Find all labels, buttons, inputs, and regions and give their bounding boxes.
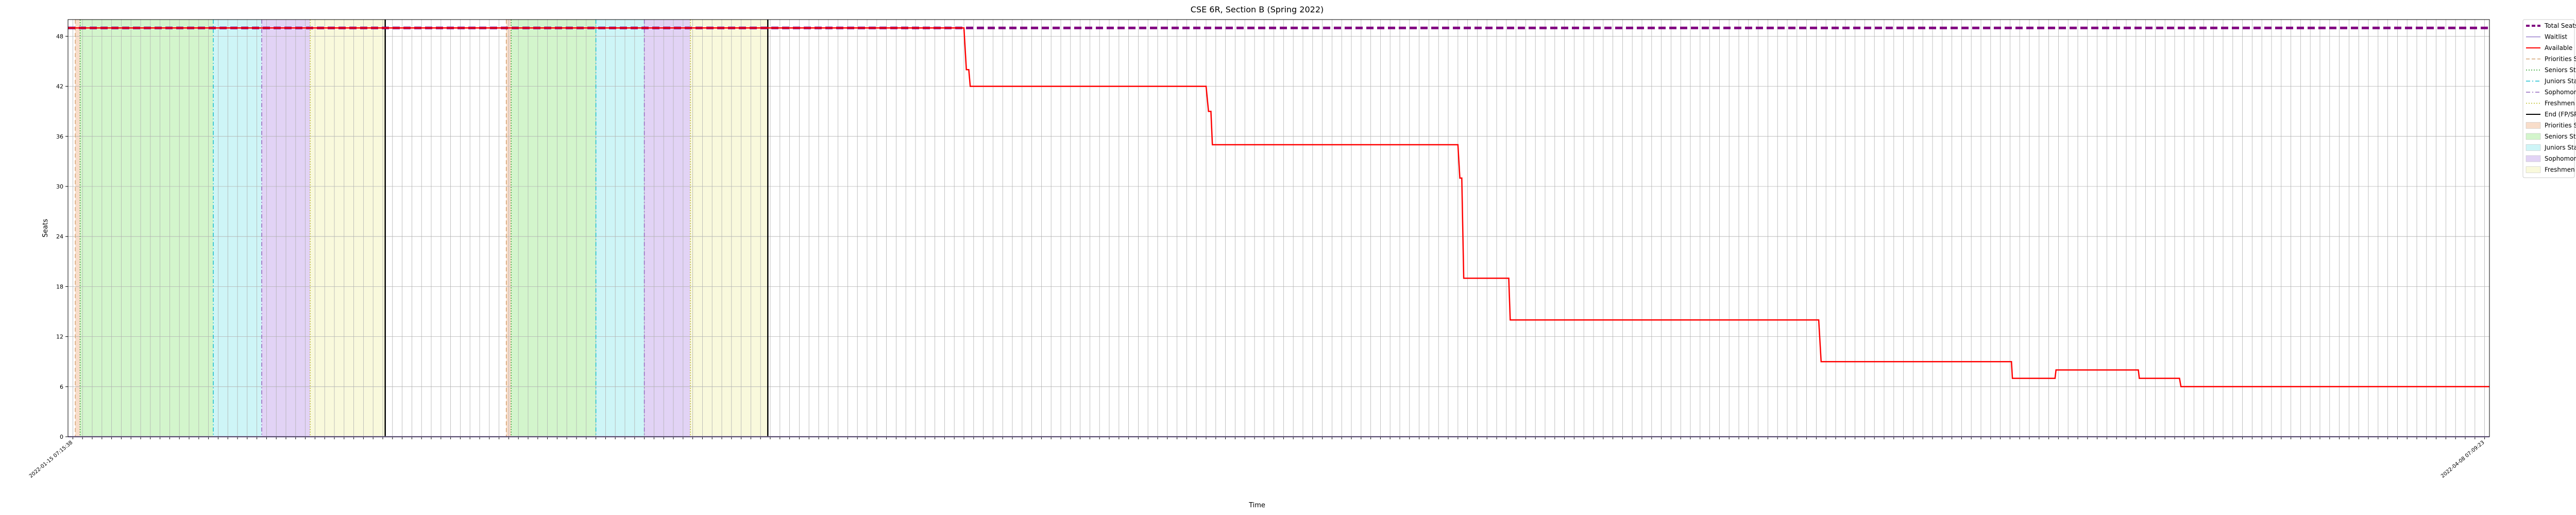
legend-label-sophomores-start: Sophomores Start: [2545, 89, 2576, 96]
legend: Total Seats Waitlist Available Priorities S…: [2522, 19, 2576, 178]
legend-swatch-seniors-start: [2526, 133, 2541, 140]
shade-seniors-start: [511, 20, 596, 437]
legend-label-juniors-start: Juniors Start: [2544, 144, 2576, 151]
legend-label-seniors-start: Seniors Start: [2545, 66, 2576, 74]
shade-juniors-start: [596, 20, 645, 437]
legend-swatch-sophomores-start: [2526, 155, 2541, 162]
y-tick-label: 42: [56, 83, 63, 90]
y-tick-label: 12: [56, 334, 63, 340]
legend-swatch-priorities-start: [2526, 122, 2541, 129]
y-tick-label: 6: [60, 384, 63, 390]
legend-label-freshmen-start: Freshmen Start: [2545, 100, 2576, 107]
legend-box: [2522, 19, 2575, 178]
y-tick-label: 0: [60, 434, 63, 440]
x-axis-label: Time: [1248, 502, 1265, 509]
legend-label-priorities-start: Priorities Start: [2545, 122, 2576, 129]
legend-label-total-seats: Total Seats: [2544, 22, 2576, 29]
legend-label-end-fp-sp: End (FP/SP): [2545, 111, 2576, 118]
legend-swatch-freshmen-start: [2526, 166, 2541, 173]
plot-area: 2022-01-15 07:15:38 2022-04-08 07:09:23 0 6…: [28, 19, 2490, 479]
y-tick-label: 18: [56, 283, 63, 290]
legend-label-available: Available: [2545, 44, 2572, 52]
plot-background: [68, 20, 2489, 437]
legend-label-freshmen-start: Freshmen Start: [2545, 166, 2576, 174]
shade-priorities-start: [75, 20, 80, 437]
series-available: [68, 27, 2489, 388]
shade-sophomores-start: [644, 20, 690, 437]
y-tick-label: 36: [56, 133, 63, 140]
y-tick-label: 24: [56, 233, 63, 240]
shade-freshmen-start: [310, 20, 385, 437]
y-tick-label: 48: [56, 33, 63, 40]
legend-label-seniors-start: Seniors Start: [2545, 133, 2576, 140]
legend-label-juniors-start: Juniors Start: [2544, 78, 2576, 85]
legend-label-priorities-start: Priorities Start: [2545, 56, 2576, 63]
legend-label-sophomores-start: Sophomores Start: [2545, 155, 2576, 162]
y-tick-label: 30: [56, 183, 63, 190]
legend-label-waitlist: Waitlist: [2545, 33, 2567, 41]
x-tick-label: 2022-01-15 07:15:38: [28, 440, 74, 479]
x-tick-label: 2022-04-08 07:09:23: [2440, 440, 2485, 479]
shade-freshmen-start: [690, 20, 768, 437]
shade-seniors-start: [80, 20, 213, 437]
axes-frame: [67, 19, 2490, 437]
legend-swatch-juniors-start: [2526, 144, 2541, 151]
chart-title: CSE 6R, Section B (Spring 2022): [1191, 5, 1324, 14]
y-axis-label: Seats: [42, 219, 49, 237]
